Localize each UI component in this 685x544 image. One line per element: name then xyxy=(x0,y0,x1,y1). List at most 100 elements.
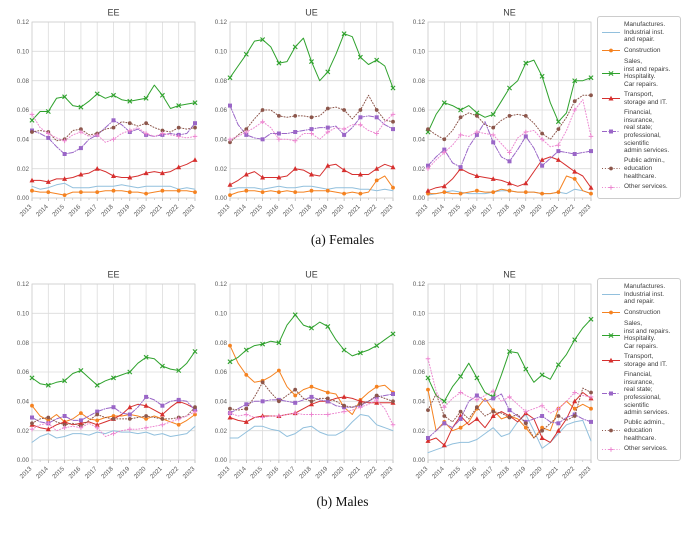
svg-text:2014: 2014 xyxy=(233,465,248,480)
svg-text:2016: 2016 xyxy=(265,203,280,218)
chart-males-ee: 0.00 0.02 0.04 0.06 0.08 0.10 0.12 2013 2014 2015… xyxy=(2,268,200,494)
legend-item-label: Sales, inst and repairs. Hospitality. Ca… xyxy=(624,57,671,88)
legend-item-label: Sales, inst and repairs. Hospitality. Ca… xyxy=(624,319,671,350)
svg-text:2018: 2018 xyxy=(496,465,511,480)
legend-item-label: Other services. xyxy=(624,183,668,191)
svg-text:2013: 2013 xyxy=(415,203,430,218)
svg-text:0.10: 0.10 xyxy=(215,311,228,318)
svg-text:0.00: 0.00 xyxy=(413,195,426,202)
svg-text:2019: 2019 xyxy=(512,203,527,218)
svg-text:2013: 2013 xyxy=(217,203,232,218)
sales-line-icon xyxy=(602,70,620,76)
svg-text:NE: NE xyxy=(503,270,516,280)
svg-text:2018: 2018 xyxy=(298,203,313,218)
svg-text:0.10: 0.10 xyxy=(17,311,30,318)
svg-text:2021: 2021 xyxy=(149,203,164,218)
public-line-icon xyxy=(602,166,620,171)
svg-text:2022: 2022 xyxy=(561,203,576,218)
plot-svg: 0.00 0.02 0.04 0.06 0.08 0.10 0.12 2013 2014 2015… xyxy=(17,8,198,218)
svg-text:2016: 2016 xyxy=(67,465,82,480)
svg-text:0.06: 0.06 xyxy=(215,107,228,114)
svg-text:0.12: 0.12 xyxy=(215,281,228,288)
svg-text:2015: 2015 xyxy=(447,465,462,480)
svg-text:0.12: 0.12 xyxy=(17,281,30,288)
svg-text:2016: 2016 xyxy=(67,203,82,218)
svg-text:0.04: 0.04 xyxy=(17,399,30,406)
svg-text:2017: 2017 xyxy=(282,203,297,218)
legend-item-other: Other services. xyxy=(601,445,677,454)
svg-text:0.12: 0.12 xyxy=(17,19,30,26)
legend-item-label: Manufactures. Industrial inst. and repai… xyxy=(624,283,666,306)
svg-text:0.08: 0.08 xyxy=(17,340,30,347)
svg-text:0.04: 0.04 xyxy=(215,137,228,144)
svg-text:0.10: 0.10 xyxy=(17,49,30,56)
svg-text:2022: 2022 xyxy=(165,203,180,218)
svg-text:2015: 2015 xyxy=(249,465,264,480)
legend-item-label: Public admin., education healthcare. xyxy=(624,419,665,442)
svg-text:0.12: 0.12 xyxy=(215,19,228,26)
svg-text:2014: 2014 xyxy=(431,465,446,480)
svg-text:0.06: 0.06 xyxy=(413,369,426,376)
svg-text:2014: 2014 xyxy=(233,203,248,218)
legend-item-construction: Construction xyxy=(601,308,677,317)
svg-text:UE: UE xyxy=(305,270,318,280)
svg-text:0.12: 0.12 xyxy=(413,19,426,26)
svg-text:2014: 2014 xyxy=(35,203,50,218)
plot-svg: 0.00 0.02 0.04 0.06 0.08 0.10 0.12 2013 2014 2015… xyxy=(17,270,198,480)
legend-item-sales: Sales, inst and repairs. Hospitality. Ca… xyxy=(601,58,677,89)
svg-text:2017: 2017 xyxy=(480,465,495,480)
svg-text:0.06: 0.06 xyxy=(17,369,30,376)
transport-line-icon xyxy=(602,358,620,363)
svg-text:0.00: 0.00 xyxy=(413,457,426,464)
legend-item-transport: Transport, storage and IT. xyxy=(601,353,677,368)
plot-svg: 0.00 0.02 0.04 0.06 0.08 0.10 0.12 2013 2014 2015… xyxy=(215,270,396,480)
svg-text:2019: 2019 xyxy=(314,203,329,218)
svg-text:2016: 2016 xyxy=(463,465,478,480)
chart-males-ne: 0.00 0.02 0.04 0.06 0.08 0.10 0.12 2013 2014 2015… xyxy=(398,268,596,494)
legend-item-label: Public admin., education healthcare. xyxy=(624,157,665,180)
chart-females-ne: 0.00 0.02 0.04 0.06 0.08 0.10 0.12 2013 2014 2015… xyxy=(398,6,596,232)
svg-text:2020: 2020 xyxy=(331,465,346,480)
svg-text:2021: 2021 xyxy=(347,203,362,218)
svg-text:2021: 2021 xyxy=(545,465,560,480)
svg-text:2017: 2017 xyxy=(84,465,99,480)
svg-text:2017: 2017 xyxy=(84,203,99,218)
svg-text:2019: 2019 xyxy=(116,203,131,218)
svg-text:2023: 2023 xyxy=(182,465,197,480)
legend-item-financial: Financial, insurance, real state; profes… xyxy=(601,109,677,155)
svg-text:0.08: 0.08 xyxy=(17,78,30,85)
svg-text:2018: 2018 xyxy=(100,465,115,480)
legend-item-construction: Construction xyxy=(601,46,677,55)
svg-text:0.02: 0.02 xyxy=(413,166,426,173)
svg-text:0.12: 0.12 xyxy=(413,281,426,288)
svg-text:2017: 2017 xyxy=(282,465,297,480)
legend-item-public: Public admin., education healthcare. xyxy=(601,157,677,180)
svg-text:2016: 2016 xyxy=(463,203,478,218)
svg-text:EE: EE xyxy=(107,270,119,280)
legend-item-manufactures: Manufactures. Industrial inst. and repai… xyxy=(601,21,677,44)
svg-text:2014: 2014 xyxy=(431,203,446,218)
legend-item-sales: Sales, inst and repairs. Hospitality. Ca… xyxy=(601,320,677,351)
svg-text:0.10: 0.10 xyxy=(413,49,426,56)
public-line-icon xyxy=(602,428,620,433)
chart-males-ue: 0.00 0.02 0.04 0.06 0.08 0.10 0.12 2013 2014 2015… xyxy=(200,268,398,494)
svg-text:2023: 2023 xyxy=(380,465,395,480)
legend-item-label: Transport, storage and IT. xyxy=(624,91,667,106)
legend-item-label: Manufactures. Industrial inst. and repai… xyxy=(624,21,666,44)
svg-text:2017: 2017 xyxy=(480,203,495,218)
svg-text:2021: 2021 xyxy=(149,465,164,480)
panel-caption-males: (b) Males xyxy=(316,494,369,509)
panel-males: 0.00 0.02 0.04 0.06 0.08 0.10 0.12 2013 2014 2015… xyxy=(0,268,685,510)
svg-text:2023: 2023 xyxy=(182,203,197,218)
svg-text:2016: 2016 xyxy=(265,465,280,480)
panel-row-females: 0.00 0.02 0.04 0.06 0.08 0.10 0.12 2013 2014 2015… xyxy=(0,6,685,232)
svg-text:0.08: 0.08 xyxy=(413,78,426,85)
other-line-icon xyxy=(602,447,620,452)
svg-text:2022: 2022 xyxy=(165,465,180,480)
svg-text:2018: 2018 xyxy=(100,203,115,218)
financial-line-icon xyxy=(602,129,620,134)
manufactures-line-icon xyxy=(602,293,620,296)
panel-caption-females: (a) Females xyxy=(310,232,375,247)
svg-text:0.02: 0.02 xyxy=(215,428,228,435)
svg-text:0.06: 0.06 xyxy=(215,369,228,376)
